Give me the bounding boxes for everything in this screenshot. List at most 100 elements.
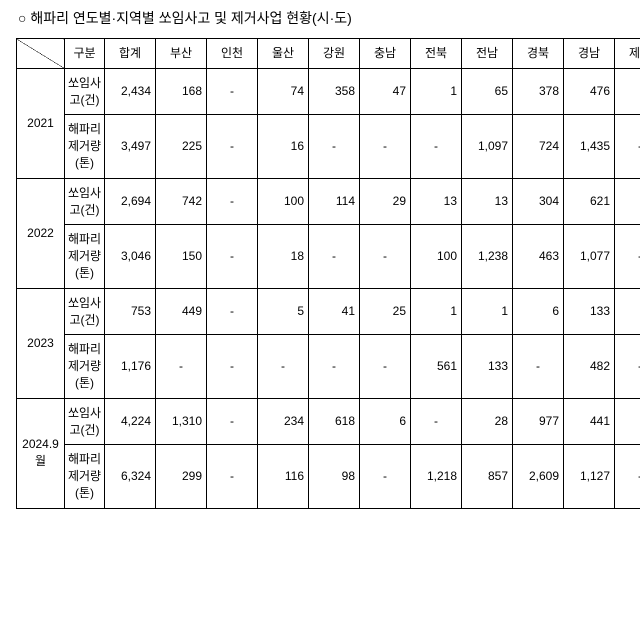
table-cell: 378 bbox=[513, 68, 564, 115]
table-cell: - bbox=[207, 398, 258, 445]
table-cell: 28 bbox=[462, 398, 513, 445]
header-region: 부산 bbox=[156, 39, 207, 69]
table-cell: 65 bbox=[462, 68, 513, 115]
table-cell: - bbox=[207, 115, 258, 178]
table-cell: 758 bbox=[615, 178, 640, 225]
year-cell: 2023 bbox=[17, 288, 65, 398]
table-cell: - bbox=[207, 335, 258, 398]
header-region: 제주 bbox=[615, 39, 640, 69]
table-row: 2021쏘임사고(건)2,434168-7435847165378476867 bbox=[17, 68, 640, 115]
table-cell: 441 bbox=[564, 398, 615, 445]
table-cell: 13 bbox=[411, 178, 462, 225]
table-cell: 1,238 bbox=[462, 225, 513, 288]
table-cell: 114 bbox=[309, 178, 360, 225]
table-cell: 쏘임사고(건) bbox=[65, 68, 105, 115]
table-cell: 1,127 bbox=[564, 445, 615, 508]
header-row: 구분 합계 부산 인천 울산 강원 충남 전북 전남 경북 경남 제주 bbox=[17, 39, 640, 69]
table-cell: - bbox=[360, 335, 411, 398]
table-row: 해파리제거량(톤)1,176-----561133-482- bbox=[17, 335, 640, 398]
table-cell: - bbox=[513, 335, 564, 398]
table-cell: 해파리제거량(톤) bbox=[65, 225, 105, 288]
table-cell: 1,097 bbox=[462, 115, 513, 178]
table-cell: - bbox=[360, 115, 411, 178]
table-cell: 해파리제거량(톤) bbox=[65, 445, 105, 508]
table-cell: 1,077 bbox=[564, 225, 615, 288]
table-cell: 41 bbox=[309, 288, 360, 335]
table-cell: - bbox=[207, 225, 258, 288]
jellyfish-table: 구분 합계 부산 인천 울산 강원 충남 전북 전남 경북 경남 제주 2021… bbox=[16, 38, 640, 509]
table-cell: - bbox=[615, 445, 640, 508]
table-cell: 168 bbox=[156, 68, 207, 115]
header-corner bbox=[17, 39, 65, 69]
header-region: 충남 bbox=[360, 39, 411, 69]
table-cell: 150 bbox=[156, 225, 207, 288]
table-cell: 449 bbox=[156, 288, 207, 335]
table-cell: 2,694 bbox=[105, 178, 156, 225]
table-cell: 18 bbox=[258, 225, 309, 288]
table-cell: 1,435 bbox=[564, 115, 615, 178]
table-cell: 4,224 bbox=[105, 398, 156, 445]
table-cell: - bbox=[258, 335, 309, 398]
header-region: 인천 bbox=[207, 39, 258, 69]
table-cell: 6 bbox=[360, 398, 411, 445]
table-cell: 74 bbox=[258, 68, 309, 115]
header-region: 경북 bbox=[513, 39, 564, 69]
table-cell: 1,176 bbox=[105, 335, 156, 398]
table-row: 2024.9월쏘임사고(건)4,2241,310-2346186-2897744… bbox=[17, 398, 640, 445]
table-cell: 해파리제거량(톤) bbox=[65, 335, 105, 398]
table-cell: 100 bbox=[411, 225, 462, 288]
year-cell: 2022 bbox=[17, 178, 65, 288]
table-row: 해파리제거량(톤)3,046150-18--1001,2384631,077- bbox=[17, 225, 640, 288]
table-cell: 13 bbox=[462, 178, 513, 225]
table-heading: ○ 해파리 연도별·지역별 쏘임사고 및 제거사업 현황(시·도) bbox=[18, 8, 624, 28]
table-cell: - bbox=[207, 68, 258, 115]
table-cell: 304 bbox=[513, 178, 564, 225]
table-cell: 해파리제거량(톤) bbox=[65, 115, 105, 178]
table-cell: - bbox=[615, 115, 640, 178]
table-cell: 299 bbox=[156, 445, 207, 508]
header-region: 울산 bbox=[258, 39, 309, 69]
table-cell: 3,046 bbox=[105, 225, 156, 288]
table-cell: 쏘임사고(건) bbox=[65, 288, 105, 335]
table-cell: 5 bbox=[258, 288, 309, 335]
table-cell: - bbox=[207, 445, 258, 508]
table-cell: 1 bbox=[411, 68, 462, 115]
table-cell: 857 bbox=[462, 445, 513, 508]
table-cell: - bbox=[411, 115, 462, 178]
header-region: 전북 bbox=[411, 39, 462, 69]
table-cell: 1,218 bbox=[411, 445, 462, 508]
table-cell: 358 bbox=[309, 68, 360, 115]
table-cell: 476 bbox=[564, 68, 615, 115]
table-row: 해파리제거량(톤)3,497225-16---1,0977241,435- bbox=[17, 115, 640, 178]
table-cell: 1 bbox=[462, 288, 513, 335]
table-cell: 724 bbox=[513, 115, 564, 178]
table-cell: 100 bbox=[258, 178, 309, 225]
table-cell: 25 bbox=[360, 288, 411, 335]
table-cell: 977 bbox=[513, 398, 564, 445]
table-cell: 133 bbox=[564, 288, 615, 335]
table-cell: - bbox=[360, 225, 411, 288]
table-cell: 753 bbox=[105, 288, 156, 335]
table-cell: - bbox=[615, 225, 640, 288]
table-cell: - bbox=[309, 335, 360, 398]
table-cell: 561 bbox=[411, 335, 462, 398]
table-cell: - bbox=[411, 398, 462, 445]
header-region: 전남 bbox=[462, 39, 513, 69]
header-region: 경남 bbox=[564, 39, 615, 69]
table-cell: 29 bbox=[360, 178, 411, 225]
table-cell: - bbox=[615, 335, 640, 398]
table-cell: 867 bbox=[615, 68, 640, 115]
header-total: 합계 bbox=[105, 39, 156, 69]
table-cell: 92 bbox=[615, 288, 640, 335]
table-cell: 742 bbox=[156, 178, 207, 225]
table-cell: - bbox=[309, 225, 360, 288]
table-cell: 482 bbox=[564, 335, 615, 398]
year-cell: 2021 bbox=[17, 68, 65, 178]
table-cell: 621 bbox=[564, 178, 615, 225]
header-category: 구분 bbox=[65, 39, 105, 69]
table-cell: 234 bbox=[258, 398, 309, 445]
table-cell: 47 bbox=[360, 68, 411, 115]
table-cell: 6,324 bbox=[105, 445, 156, 508]
table-cell: - bbox=[156, 335, 207, 398]
table-cell: 2,434 bbox=[105, 68, 156, 115]
